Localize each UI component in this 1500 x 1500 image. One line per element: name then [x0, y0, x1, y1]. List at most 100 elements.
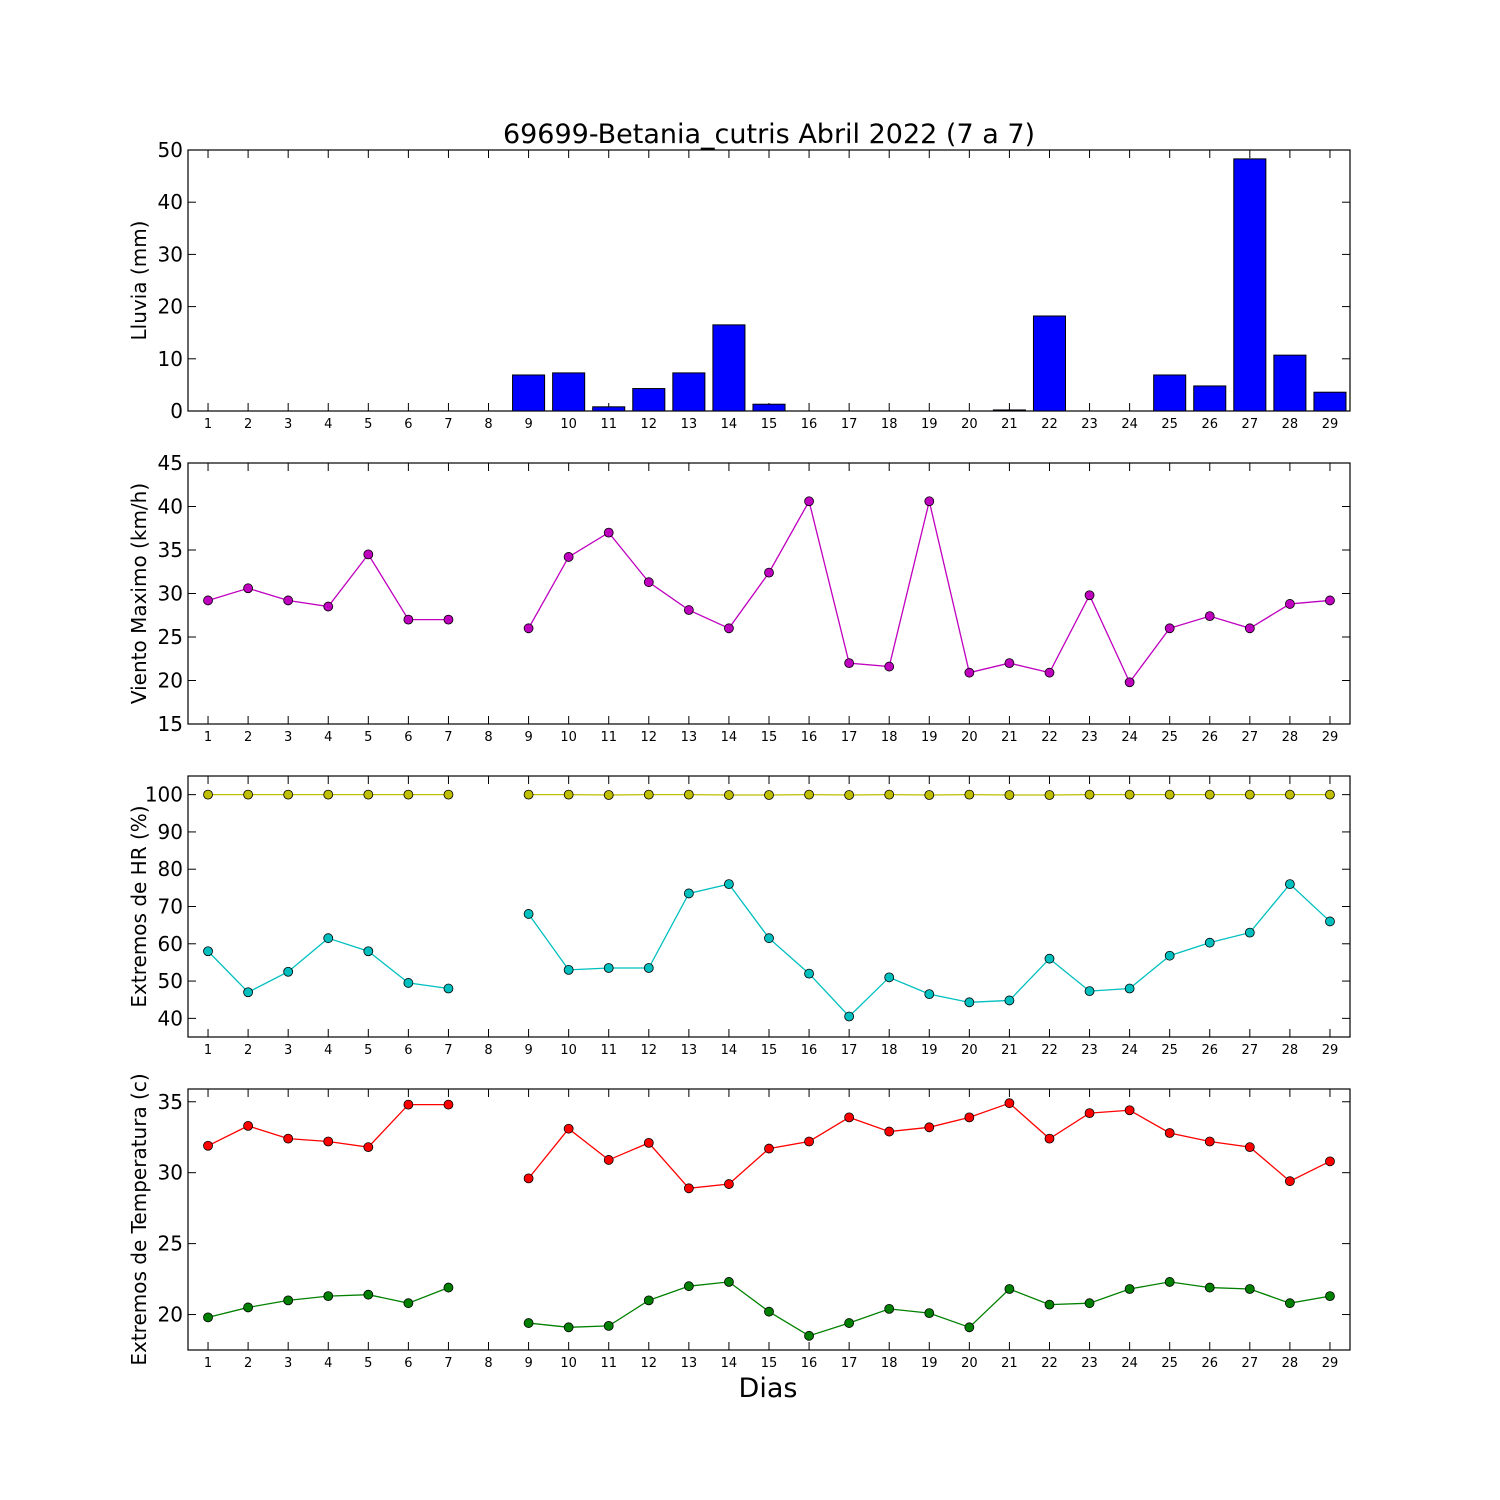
x-tick-label: 11	[600, 1356, 617, 1371]
x-tick-label: 23	[1081, 1356, 1098, 1371]
x-tick-label: 4	[324, 1356, 332, 1371]
x-tick-label: 7	[444, 1356, 452, 1371]
y-tick-label: 60	[158, 932, 183, 956]
point-series-1-day-12	[643, 1138, 654, 1148]
point-series-2-day-10	[563, 964, 574, 975]
bar-day-9	[512, 374, 546, 412]
point-series-1-day-18	[884, 789, 895, 800]
bar-day-22	[1032, 315, 1067, 412]
x-tick-label: 28	[1282, 1356, 1299, 1371]
point-series-1-day-15	[764, 567, 774, 578]
point-series-2-day-3	[283, 1295, 294, 1306]
x-tick-label: 5	[364, 417, 372, 432]
x-tick-label: 2	[244, 1043, 252, 1058]
series-line-1	[528, 499, 1331, 684]
y-tick-label: 50	[158, 969, 183, 993]
point-series-2-day-13	[683, 1281, 694, 1292]
x-tick-label: 21	[1001, 417, 1018, 432]
point-series-1-day-22	[1044, 790, 1055, 800]
point-series-1-day-6	[403, 1099, 414, 1110]
x-tick-label: 23	[1081, 730, 1098, 745]
x-tick-label: 25	[1161, 417, 1178, 432]
point-series-2-day-29	[1325, 1291, 1335, 1301]
point-series-1-day-4	[323, 601, 334, 612]
x-tick-label: 3	[284, 730, 292, 745]
point-series-1-day-6	[403, 789, 414, 800]
point-series-1-day-19	[924, 496, 935, 507]
point-series-1-day-10	[563, 552, 574, 562]
point-series-1-day-11	[603, 527, 614, 538]
point-series-1-day-12	[643, 577, 654, 588]
x-tick-label: 6	[404, 730, 412, 745]
point-series-1-day-18	[884, 661, 895, 672]
bar-day-14	[712, 324, 746, 412]
point-series-1-day-9	[523, 1173, 534, 1184]
x-tick-label: 4	[324, 1043, 332, 1058]
y-tick-label: 20	[158, 295, 183, 319]
point-series-1-day-26	[1204, 611, 1215, 622]
bar-day-28	[1273, 354, 1307, 412]
x-tick-label: 11	[600, 1043, 617, 1058]
y-tick-label: 20	[158, 1303, 183, 1327]
plot-frame	[187, 149, 1351, 412]
point-series-2-day-23	[1084, 1298, 1095, 1309]
point-series-1-day-3	[283, 595, 294, 606]
point-series-2-day-16	[804, 968, 814, 979]
point-series-2-day-6	[403, 1298, 414, 1309]
y-tick-label: 35	[158, 1090, 183, 1114]
y-tick-label: 10	[158, 347, 183, 371]
x-tick-label: 14	[721, 417, 738, 432]
point-series-2-day-1	[203, 946, 213, 957]
point-series-1-day-6	[403, 614, 414, 625]
point-series-1-day-1	[203, 789, 213, 800]
point-series-1-day-25	[1164, 1128, 1175, 1138]
point-series-2-day-15	[764, 1306, 774, 1317]
x-tick-label: 24	[1121, 1043, 1138, 1058]
point-series-1-day-1	[203, 1140, 213, 1151]
point-series-1-day-27	[1244, 1142, 1255, 1153]
x-tick-label: 28	[1282, 1043, 1299, 1058]
point-series-1-day-13	[683, 789, 694, 800]
x-tick-label: 5	[364, 1356, 372, 1371]
y-axis-label: Viento Maximo (km/h)	[127, 483, 151, 704]
point-series-1-day-19	[924, 790, 935, 800]
x-tick-label: 1	[204, 1043, 212, 1058]
y-axis-label: Extremos de Temperatura (c)	[127, 1073, 151, 1365]
y-tick-label: 0	[170, 399, 183, 423]
point-series-2-day-21	[1004, 1284, 1015, 1294]
point-series-1-day-11	[603, 790, 614, 800]
x-tick-label: 20	[961, 417, 978, 432]
x-tick-label: 27	[1242, 730, 1259, 745]
x-tick-label: 9	[524, 1356, 532, 1371]
y-tick-label: 15	[158, 712, 183, 736]
x-tick-label: 12	[641, 730, 658, 745]
point-series-2-day-5	[363, 946, 374, 957]
point-series-1-day-22	[1044, 667, 1055, 678]
x-tick-label: 7	[444, 417, 452, 432]
x-tick-label: 14	[721, 730, 738, 745]
point-series-1-day-17	[844, 658, 855, 668]
x-tick-label: 4	[324, 730, 332, 745]
point-series-1-day-7	[443, 1099, 454, 1110]
point-series-1-day-14	[724, 1179, 734, 1189]
x-tick-label: 27	[1242, 417, 1259, 432]
x-tick-label: 3	[284, 1043, 292, 1058]
y-tick-label: 40	[158, 1006, 183, 1030]
x-tick-label: 16	[801, 1043, 818, 1058]
x-tick-label: 1	[204, 730, 212, 745]
x-tick-label: 18	[881, 730, 898, 745]
point-series-2-day-26	[1204, 1282, 1215, 1293]
y-tick-label: 40	[158, 190, 183, 214]
bar-day-27	[1233, 158, 1267, 412]
point-series-2-day-28	[1284, 879, 1295, 890]
x-tick-label: 7	[444, 730, 452, 745]
point-series-2-day-25	[1164, 950, 1175, 961]
point-series-2-day-22	[1044, 953, 1055, 964]
x-tick-label: 19	[921, 730, 938, 745]
x-tick-label: 26	[1201, 730, 1218, 745]
x-tick-label: 29	[1322, 730, 1339, 745]
point-series-2-day-2	[243, 987, 254, 998]
point-series-1-day-7	[443, 614, 454, 625]
